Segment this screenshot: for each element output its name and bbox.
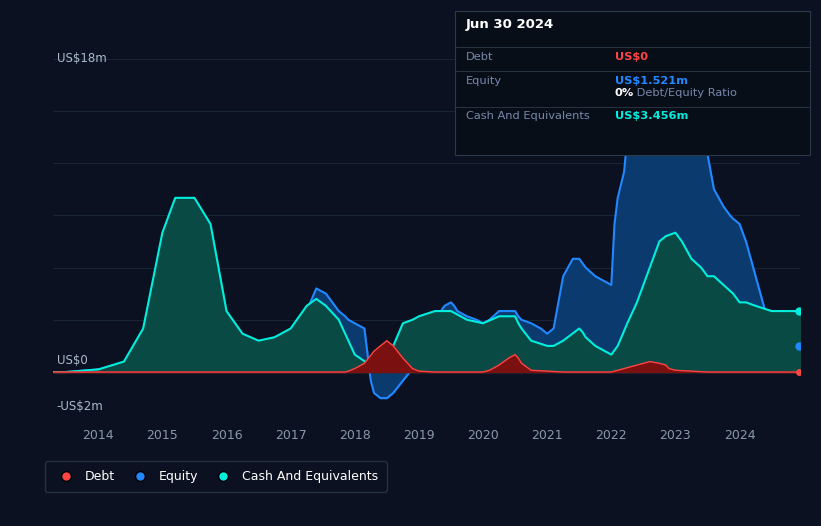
Text: US$3.456m: US$3.456m — [615, 112, 688, 122]
Legend: Debt, Equity, Cash And Equivalents: Debt, Equity, Cash And Equivalents — [44, 461, 387, 492]
Text: US$18m: US$18m — [57, 52, 107, 65]
Text: Equity: Equity — [466, 76, 502, 86]
Text: Cash And Equivalents: Cash And Equivalents — [466, 112, 589, 122]
Text: US$1.521m: US$1.521m — [615, 76, 688, 86]
Text: -US$2m: -US$2m — [57, 400, 103, 413]
Text: Jun 30 2024: Jun 30 2024 — [466, 18, 553, 32]
Text: 0%: 0% — [615, 88, 634, 98]
Text: Debt/Equity Ratio: Debt/Equity Ratio — [633, 88, 737, 98]
Text: US$0: US$0 — [57, 354, 87, 367]
Text: US$0: US$0 — [615, 53, 648, 63]
Text: Debt: Debt — [466, 53, 493, 63]
